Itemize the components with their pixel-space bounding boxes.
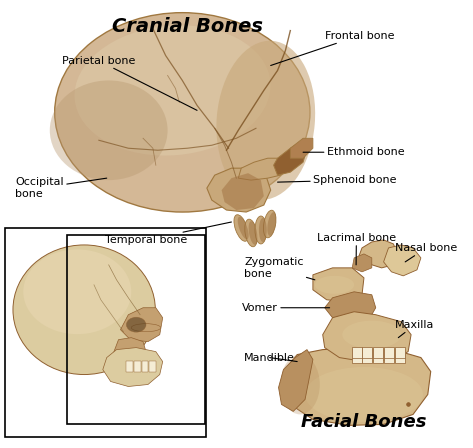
FancyBboxPatch shape [384, 347, 394, 358]
FancyBboxPatch shape [149, 361, 156, 372]
FancyBboxPatch shape [373, 347, 383, 358]
Ellipse shape [13, 245, 155, 375]
Ellipse shape [23, 250, 131, 334]
Ellipse shape [305, 367, 423, 422]
Polygon shape [279, 349, 313, 411]
FancyBboxPatch shape [352, 347, 361, 358]
FancyBboxPatch shape [373, 349, 383, 363]
Ellipse shape [249, 221, 257, 245]
Ellipse shape [75, 25, 271, 155]
Polygon shape [238, 158, 283, 180]
Polygon shape [221, 173, 264, 210]
Ellipse shape [131, 324, 161, 332]
Ellipse shape [238, 217, 249, 239]
Polygon shape [384, 245, 421, 276]
Text: Maxilla: Maxilla [395, 320, 435, 338]
Ellipse shape [315, 276, 354, 294]
Text: Sphenoid bone: Sphenoid bone [278, 175, 396, 185]
Polygon shape [103, 348, 163, 387]
Ellipse shape [55, 13, 310, 212]
Text: Vomer: Vomer [242, 303, 330, 313]
Ellipse shape [126, 317, 146, 332]
Polygon shape [114, 338, 146, 360]
Text: Zygomatic
bone: Zygomatic bone [244, 257, 315, 280]
Ellipse shape [267, 212, 276, 236]
FancyBboxPatch shape [352, 349, 361, 363]
Text: Ethmoid bone: Ethmoid bone [303, 147, 404, 157]
FancyBboxPatch shape [5, 228, 206, 437]
Ellipse shape [217, 41, 315, 200]
Ellipse shape [234, 215, 248, 241]
Polygon shape [313, 268, 364, 302]
Polygon shape [280, 348, 431, 425]
Text: Occipital
bone: Occipital bone [16, 177, 107, 199]
Ellipse shape [263, 210, 276, 238]
FancyBboxPatch shape [395, 349, 405, 363]
Polygon shape [290, 138, 313, 158]
FancyBboxPatch shape [134, 361, 140, 372]
Ellipse shape [255, 216, 267, 244]
FancyBboxPatch shape [395, 347, 405, 358]
Text: Lacrimal bone: Lacrimal bone [317, 233, 396, 265]
Ellipse shape [50, 81, 167, 180]
Text: Nasal bone: Nasal bone [395, 243, 457, 262]
Text: Frontal bone: Frontal bone [271, 30, 394, 65]
Polygon shape [274, 140, 307, 175]
FancyBboxPatch shape [141, 361, 149, 372]
Polygon shape [352, 254, 372, 272]
Text: Cranial Bones: Cranial Bones [112, 17, 263, 36]
Ellipse shape [342, 321, 401, 349]
Polygon shape [121, 308, 163, 342]
Ellipse shape [280, 355, 320, 414]
Ellipse shape [259, 218, 267, 242]
Text: Mandible: Mandible [244, 353, 297, 362]
FancyBboxPatch shape [126, 361, 133, 372]
FancyBboxPatch shape [362, 347, 372, 358]
FancyBboxPatch shape [384, 349, 394, 363]
Polygon shape [207, 168, 271, 212]
Text: Temporal bone: Temporal bone [105, 222, 231, 245]
Polygon shape [359, 240, 398, 268]
Polygon shape [324, 292, 376, 322]
Polygon shape [323, 312, 411, 362]
FancyBboxPatch shape [362, 349, 372, 363]
Text: Facial Bones: Facial Bones [301, 414, 427, 431]
Text: Parietal bone: Parietal bone [61, 56, 197, 110]
Ellipse shape [245, 219, 257, 247]
